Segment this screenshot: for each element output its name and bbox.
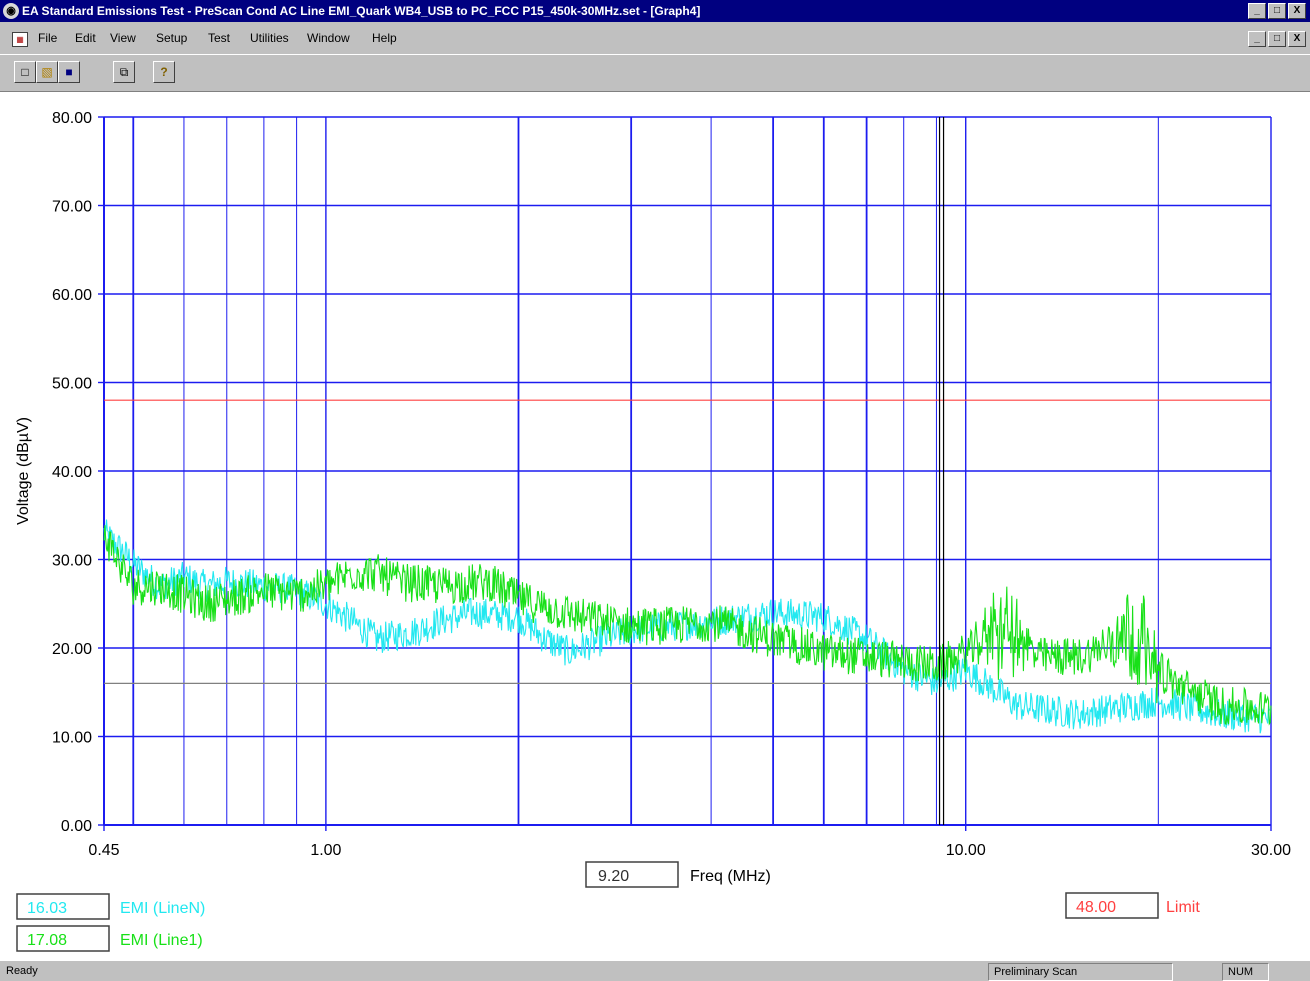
menu-test[interactable]: Test bbox=[208, 31, 231, 45]
freq-axis-label: Freq (MHz) bbox=[690, 868, 771, 885]
menu-bar: ▦ File Edit View Setup Test Utilities Wi… bbox=[0, 27, 1310, 51]
y-tick-label: 10.00 bbox=[52, 730, 92, 747]
copy-icon[interactable]: ⧉ bbox=[113, 61, 135, 83]
cursor-freq-value: 9.20 bbox=[598, 868, 629, 885]
y-tick-label: 60.00 bbox=[52, 287, 92, 304]
maximize-button[interactable]: □ bbox=[1268, 3, 1286, 19]
title-bar: ◉ EA Standard Emissions Test - PreScan C… bbox=[0, 0, 1310, 22]
status-num-lock: NUM bbox=[1222, 963, 1269, 981]
line-n-value: 16.03 bbox=[27, 900, 67, 917]
y-axis-label: Voltage (dBµV) bbox=[15, 417, 32, 525]
x-tick-label: 30.00 bbox=[1251, 842, 1291, 859]
graph-window: 0.00 10.00 20.00 30.00 40.00 50.00 60.00 70.00 8… bbox=[0, 92, 1310, 960]
cursor-freq-box bbox=[585, 861, 679, 888]
help-icon[interactable]: ? bbox=[153, 61, 175, 83]
y-tick-label: 20.00 bbox=[52, 641, 92, 658]
y-tick-label: 80.00 bbox=[52, 110, 92, 127]
y-tick-label: 30.00 bbox=[52, 553, 92, 570]
y-tick-label: 70.00 bbox=[52, 199, 92, 216]
menu-window[interactable]: Window bbox=[307, 31, 350, 45]
menu-edit[interactable]: Edit bbox=[75, 31, 96, 45]
y-tick-label: 40.00 bbox=[52, 464, 92, 481]
x-tick-label: 10.00 bbox=[946, 842, 986, 859]
limit-value: 48.00 bbox=[1076, 899, 1116, 916]
series-emi-line-1 bbox=[103, 525, 1272, 726]
line-n-legend-label: EMI (LineN) bbox=[120, 900, 205, 917]
status-bar: Ready Preliminary Scan NUM bbox=[0, 960, 1310, 981]
status-scan-type: Preliminary Scan bbox=[988, 963, 1173, 981]
open-icon[interactable]: ▧ bbox=[36, 61, 58, 83]
line-1-legend-label: EMI (Line1) bbox=[120, 932, 203, 949]
new-icon[interactable]: □ bbox=[14, 61, 36, 83]
app-icon: ◉ bbox=[3, 3, 19, 19]
line-1-value: 17.08 bbox=[27, 932, 67, 949]
x-tick-label: 0.45 bbox=[88, 842, 119, 859]
menu-utilities[interactable]: Utilities bbox=[250, 31, 289, 45]
limit-value-box bbox=[1065, 892, 1159, 919]
y-tick-label: 50.00 bbox=[52, 376, 92, 393]
status-ready-text: Ready bbox=[6, 965, 38, 977]
limit-legend-label: Limit bbox=[1166, 899, 1200, 916]
line-1-value-box bbox=[16, 925, 110, 952]
emissions-chart[interactable]: 0.00 10.00 20.00 30.00 40.00 50.00 60.00 70.00 8… bbox=[0, 92, 1310, 960]
menu-file[interactable]: File bbox=[38, 31, 58, 45]
minimize-button[interactable]: _ bbox=[1248, 3, 1266, 19]
doc-restore-button[interactable]: □ bbox=[1268, 31, 1286, 47]
y-tick-label: 0.00 bbox=[61, 818, 92, 835]
toolbar: □ ▧ ■ ⧉ ? bbox=[0, 54, 1310, 92]
window-title: EA Standard Emissions Test - PreScan Con… bbox=[22, 4, 701, 18]
window-controls: _ □ X bbox=[1248, 3, 1306, 19]
menu-view[interactable]: View bbox=[110, 31, 136, 45]
save-icon[interactable]: ■ bbox=[58, 61, 80, 83]
document-window-controls: _ □ X bbox=[1248, 31, 1306, 47]
doc-close-button[interactable]: X bbox=[1288, 31, 1306, 47]
x-tick-label: 1.00 bbox=[310, 842, 341, 859]
close-button[interactable]: X bbox=[1288, 3, 1306, 19]
menu-help[interactable]: Help bbox=[372, 31, 397, 45]
doc-minimize-button[interactable]: _ bbox=[1248, 31, 1266, 47]
menu-setup[interactable]: Setup bbox=[156, 31, 188, 45]
line-n-value-box bbox=[16, 893, 110, 920]
document-icon[interactable]: ▦ bbox=[12, 32, 28, 47]
